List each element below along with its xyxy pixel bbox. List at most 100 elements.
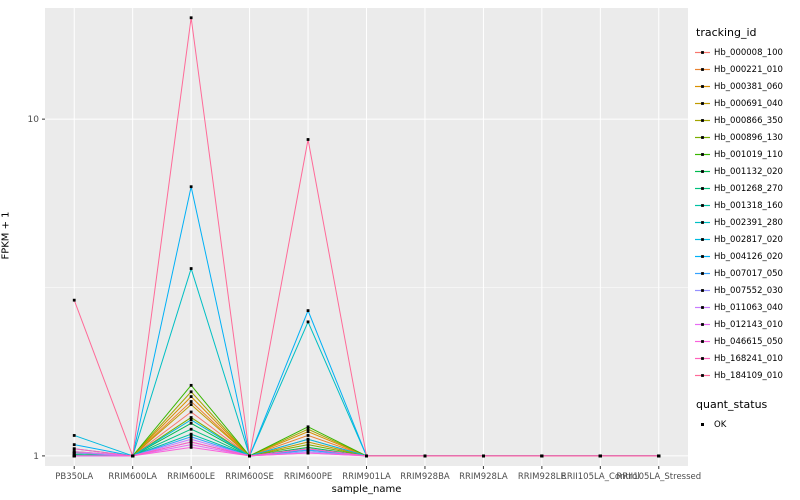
data-point [306,451,310,455]
x-tick-label: RRIM600SE [225,472,274,482]
data-point [189,445,193,449]
data-point [189,383,193,387]
legend-item-Hb_001132_020: Hb_001132_020 [694,163,800,180]
legend-label: OK [714,419,727,430]
legend-item-Hb_012143_010: Hb_012143_010 [694,316,800,333]
data-point [189,418,193,422]
legend-item-Hb_002391_280: Hb_002391_280 [694,214,800,231]
x-tick-label: RRIM928LE [518,472,566,482]
legend-label: Hb_046615_050 [714,336,783,347]
x-tick-label: RRIM600LE [167,472,215,482]
data-point [189,437,193,441]
legend-label: Hb_000896_130 [714,132,783,143]
legend-key-point-icon [701,423,704,426]
legend-label: Hb_002817_020 [714,234,783,245]
legend-label: Hb_000381_060 [714,81,783,92]
legend-key-line-icon [695,85,710,88]
legend: tracking_id Hb_000008_100 Hb_000221_010 Hb… [694,26,800,447]
legend-item-Hb_000866_350: Hb_000866_350 [694,112,800,129]
data-point [189,427,193,431]
legend-key-line-icon [695,255,710,258]
legend-item-Hb_000691_040: Hb_000691_040 [694,95,800,112]
data-point [189,16,193,20]
data-point [189,390,193,394]
legend-label: Hb_168241_010 [714,353,783,364]
legend-label: Hb_000221_010 [714,64,783,75]
data-point [72,447,76,451]
data-point [306,309,310,313]
data-point [189,185,193,189]
data-point [189,403,193,407]
legend-item-quant-OK: OK [694,416,800,433]
legend-label: Hb_000008_100 [714,47,783,58]
legend-label: Hb_000691_040 [714,98,783,109]
legend-item-Hb_000896_130: Hb_000896_130 [694,129,800,146]
legend-key-line-icon [695,221,710,224]
data-point [248,454,251,458]
legend-item-Hb_004126_020: Hb_004126_020 [694,248,800,265]
data-point [189,421,193,425]
data-point [365,454,368,458]
legend-key-line-icon [695,204,710,207]
legend-key-line-icon [695,306,710,309]
y-tick-label: 1 [33,452,39,462]
x-tick-label: RRIM928BA [400,472,450,482]
y-tick-label: 10 [28,115,40,125]
data-point [189,267,193,270]
data-point [657,454,661,458]
data-point [306,450,310,453]
data-point [306,434,310,437]
data-point [306,430,310,434]
data-point [189,435,193,439]
legend-item-Hb_046615_050: Hb_046615_050 [694,333,800,350]
legend-title-tracking-id: tracking_id [696,26,757,39]
legend-item-Hb_011063_040: Hb_011063_040 [694,299,800,316]
legend-label: Hb_001019_110 [714,149,783,160]
legend-key-line-icon [695,102,710,105]
legend-key-line-icon [695,289,710,292]
legend-label: Hb_012143_010 [714,319,783,330]
legend-label: Hb_001132_020 [714,166,783,177]
legend-label: Hb_007017_050 [714,268,783,279]
x-tick-label: PB350LA [55,472,93,482]
data-point [189,395,193,398]
x-axis-title: sample_name [331,484,402,495]
x-tick-label: RRII105LA_Control [561,472,640,482]
data-point [189,416,193,419]
data-point [72,298,76,302]
data-point [72,450,76,453]
data-point [306,440,310,444]
data-point [306,427,310,431]
legend-key-line-icon [695,374,710,377]
data-point [306,425,310,429]
legend-item-Hb_000008_100: Hb_000008_100 [694,44,800,61]
legend-key-line-icon [695,153,710,156]
x-tick-label: RRII105LA_Stressed [616,472,701,482]
legend-label: Hb_002391_280 [714,217,783,228]
data-point [72,454,76,458]
x-tick-label: RRIM901LA [342,472,391,482]
legend-item-Hb_001019_110: Hb_001019_110 [694,146,800,163]
legend-key-line-icon [695,136,710,139]
data-point [189,443,193,447]
data-point [72,453,76,456]
legend-item-Hb_001318_160: Hb_001318_160 [694,197,800,214]
data-point [72,434,76,437]
legend-label: Hb_007552_030 [714,285,783,296]
legend-label: Hb_000866_350 [714,115,783,126]
legend-item-Hb_001268_270: Hb_001268_270 [694,180,800,197]
legend-key-line-icon [695,68,710,71]
legend-label: Hb_001268_270 [714,183,783,194]
data-point [598,454,602,458]
x-tick-label: RRIM600PE [284,472,332,482]
x-tick-label: RRIM928LA [459,472,508,482]
legend-item-Hb_002817_020: Hb_002817_020 [694,231,800,248]
data-point [189,432,193,436]
legend-key-line-icon [695,238,710,241]
legend-key-line-icon [695,357,710,360]
data-point [306,138,310,141]
data-point [306,437,310,441]
legend-item-Hb_184109_010: Hb_184109_010 [694,367,800,384]
data-point [72,451,76,455]
